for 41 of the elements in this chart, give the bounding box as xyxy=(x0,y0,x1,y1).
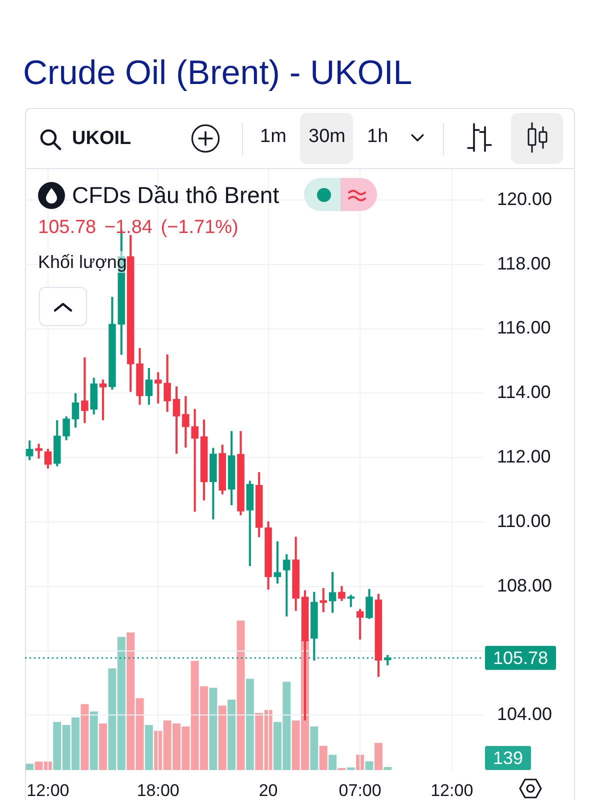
bar xyxy=(374,742,382,770)
text: 139 xyxy=(493,748,524,768)
text: UKOIL xyxy=(72,128,132,150)
y-tick-label: 118.00 xyxy=(497,253,551,274)
x-tick-label: 12:00 xyxy=(430,780,474,800)
ref-line-label: 105.78 xyxy=(493,648,548,668)
bar xyxy=(218,706,226,770)
text: CFDs Dầu thô Brent xyxy=(72,181,280,209)
bar xyxy=(209,688,218,770)
bar xyxy=(365,761,374,770)
y-tick-label: 104.00 xyxy=(497,704,552,724)
text: 30m xyxy=(308,126,346,148)
text: 1m xyxy=(260,126,286,148)
bar xyxy=(90,712,98,770)
bar xyxy=(80,704,89,770)
y-tick-label: 112.00 xyxy=(497,446,551,467)
text: Khối lượng xyxy=(38,251,127,273)
text: 1h xyxy=(367,126,388,148)
x-tick-label: 20 xyxy=(258,780,278,800)
annotation: 105.78 −1.84 (−1.71%) xyxy=(38,217,238,239)
x-tick-label: 12:00 xyxy=(26,780,70,800)
bar xyxy=(310,726,318,770)
bar xyxy=(228,700,236,770)
bar xyxy=(144,724,153,770)
chart-title: Crude Oil (Brent) - UKOIL xyxy=(23,53,412,93)
candlestick xyxy=(35,444,42,459)
y-tick-label: 110.00 xyxy=(497,510,551,531)
bar xyxy=(99,723,108,770)
y-tick-label: 116.00 xyxy=(497,318,551,338)
bar xyxy=(328,754,337,770)
y-tick-label: 114.00 xyxy=(497,382,551,402)
bar xyxy=(246,678,254,770)
bar xyxy=(26,764,34,770)
y-tick-label: 108.00 xyxy=(497,575,552,596)
y-tick-label: 120.00 xyxy=(497,188,552,209)
bar xyxy=(319,746,328,770)
x-tick-label: 07:00 xyxy=(338,780,382,800)
x-tick-label: 18:00 xyxy=(136,780,180,800)
bar xyxy=(236,620,245,770)
bar xyxy=(384,766,392,770)
bar xyxy=(346,767,355,770)
